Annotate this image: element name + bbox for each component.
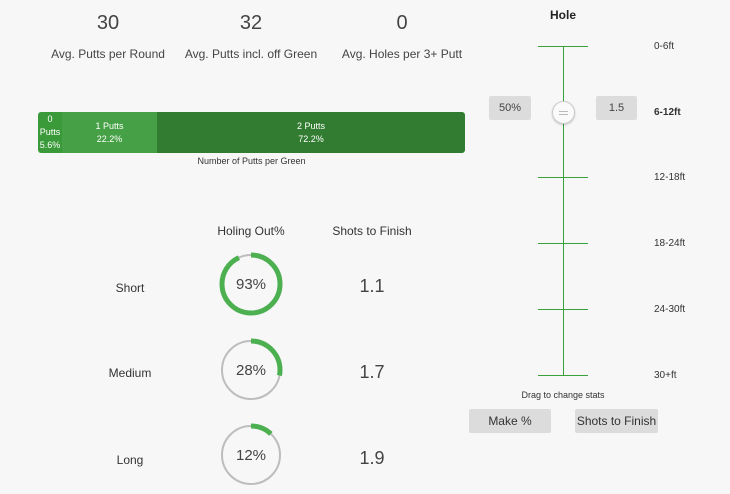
slider-handle[interactable]: [552, 101, 575, 124]
segment-label: 1 Putts: [95, 120, 124, 131]
segment-label: 2 Putts: [296, 120, 325, 131]
holing-pct-short: 93%: [235, 275, 267, 293]
holing-ring-arc: [219, 252, 283, 316]
row-label-medium: Medium: [108, 366, 152, 380]
shots-to-finish-medium: 1.7: [359, 362, 385, 382]
stat-putts-per-round: 30 Avg. Putts per Round: [40, 12, 176, 61]
stat-putts-incl-off-green: 32 Avg. Putts incl. off Green: [180, 12, 322, 61]
make-pct-badge: 50%: [489, 96, 531, 120]
stat-label: Avg. Putts incl. off Green: [184, 47, 318, 61]
shots-to-finish-long: 1.9: [359, 448, 385, 468]
distance-label-30-plus-ft[interactable]: 30+ft: [654, 370, 677, 381]
grip-line: [559, 110, 568, 112]
putts-segment-2: 2 Putts 72.2%: [157, 112, 465, 153]
slider-tick: [538, 309, 588, 310]
shots-to-finish-short: 1.1: [359, 276, 385, 296]
distance-label-12-18ft[interactable]: 12-18ft: [654, 172, 686, 183]
drag-hint: Drag to change stats: [521, 390, 605, 400]
shots-to-finish-badge: 1.5: [596, 96, 637, 120]
distance-label-0-6ft[interactable]: 0-6ft: [654, 41, 675, 52]
stat-label: Avg. Holes per 3+ Putt: [341, 47, 463, 61]
holing-pct-medium: 28%: [235, 361, 267, 379]
slider-tick: [538, 243, 588, 244]
putts-bar-caption: Number of Putts per Green: [197, 156, 306, 166]
segment-pct: 22.2%: [96, 133, 123, 144]
holing-pct-long: 12%: [235, 446, 267, 464]
holing-ring-short: [219, 252, 283, 316]
stat-value: 32: [239, 12, 263, 34]
segment-pct: 72.2%: [298, 133, 324, 144]
holing-ring-medium: [219, 338, 283, 402]
row-label-short: Short: [115, 281, 145, 295]
segment-label: Putts: [39, 127, 61, 137]
distance-label-24-30ft[interactable]: 24-30ft: [654, 304, 686, 315]
distance-label-6-12ft[interactable]: 6-12ft: [654, 107, 681, 118]
holing-out-header: Holing Out%: [217, 224, 285, 238]
row-label-long: Long: [116, 453, 144, 467]
putts-segment-1: 1 Putts 22.2%: [62, 112, 157, 153]
slider-tick: [538, 177, 588, 178]
putts-segment-0: 0 Putts 5.6%: [38, 112, 62, 153]
make-pct-button[interactable]: Make %: [469, 409, 551, 433]
stat-value: 0: [396, 12, 408, 34]
shots-to-finish-button[interactable]: Shots to Finish: [575, 409, 658, 433]
hole-slider-track[interactable]: [563, 46, 564, 375]
segment-pct: 5.6%: [39, 140, 61, 150]
holing-ring-arc: [219, 338, 283, 402]
holing-ring-long: [219, 423, 283, 487]
shots-to-finish-header: Shots to Finish: [332, 224, 412, 238]
distance-label-18-24ft[interactable]: 18-24ft: [654, 238, 686, 249]
stat-value: 30: [96, 12, 120, 34]
slider-tick: [538, 46, 588, 47]
hole-slider-title: Hole: [549, 8, 576, 22]
holing-ring-arc: [219, 423, 283, 487]
putts-distribution-bar: 0 Putts 5.6% 1 Putts 22.2% 2 Putts 72.2%: [38, 112, 465, 153]
stat-holes-3-putt: 0 Avg. Holes per 3+ Putt: [336, 12, 468, 61]
segment-label: 0: [47, 114, 53, 124]
slider-tick: [538, 375, 588, 376]
stat-label: Avg. Putts per Round: [51, 47, 165, 61]
grip-line: [559, 113, 568, 115]
